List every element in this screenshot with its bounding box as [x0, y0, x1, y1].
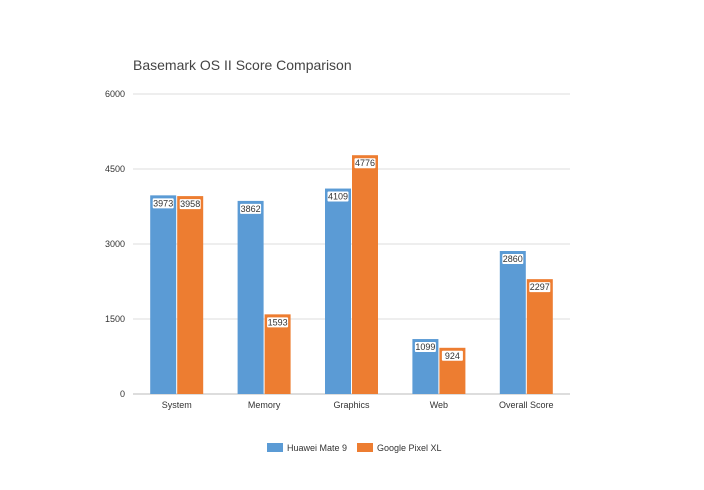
y-tick-label: 4500: [105, 164, 125, 174]
data-label: 924: [445, 351, 460, 361]
legend-swatch: [267, 443, 283, 452]
bar: [526, 279, 553, 394]
data-label: 4109: [328, 192, 348, 202]
data-label: 1593: [268, 317, 288, 327]
x-axis-labels: System Memory Graphics Web Overall Score: [162, 400, 554, 410]
data-label: 2860: [503, 254, 523, 264]
x-tick-label: Graphics: [333, 400, 370, 410]
data-label-box: [414, 342, 436, 353]
y-tick-label: 3000: [105, 239, 125, 249]
data-label-box: [267, 317, 289, 328]
y-tick-label: 0: [120, 389, 125, 399]
x-tick-label: Memory: [248, 400, 281, 410]
legend-swatch: [357, 443, 373, 452]
data-label: 1099: [415, 342, 435, 352]
data-label-box: [354, 158, 376, 169]
data-label-box: [327, 191, 349, 202]
legend: Huawei Mate 9 Google Pixel XL: [267, 443, 442, 453]
legend-label: Google Pixel XL: [377, 443, 442, 453]
data-label-box: [529, 282, 551, 293]
y-tick-label: 1500: [105, 314, 125, 324]
grid: [133, 93, 570, 395]
data-label-box: [502, 254, 524, 264]
data-label: 4776: [355, 158, 375, 168]
y-axis-ticks: 0 1500 3000 4500 6000: [105, 89, 125, 399]
y-tick-label: 6000: [105, 89, 125, 99]
data-label: 3958: [180, 199, 200, 209]
bar: [150, 195, 177, 394]
bar: [325, 188, 351, 394]
bar: [352, 155, 378, 394]
data-label-box: [441, 350, 463, 361]
bars: 3973 3958 3862 1593 4109 4776 1099 924 2860 2297: [150, 155, 553, 394]
data-label-box: [152, 198, 174, 209]
data-label: 3973: [153, 198, 173, 208]
bar: [177, 196, 204, 394]
x-tick-label: Overall Score: [499, 400, 554, 410]
data-label-box: [240, 203, 262, 214]
chart-title: Basemark OS II Score Comparison: [133, 57, 352, 73]
x-tick-label: System: [162, 400, 192, 410]
data-label: 3862: [241, 204, 261, 214]
data-label-box: [179, 199, 201, 210]
legend-label: Huawei Mate 9: [287, 443, 347, 453]
bar: [237, 200, 264, 394]
bar: [264, 314, 291, 394]
x-tick-label: Web: [430, 400, 448, 410]
data-label: 2297: [530, 282, 550, 292]
bar: [499, 251, 526, 394]
